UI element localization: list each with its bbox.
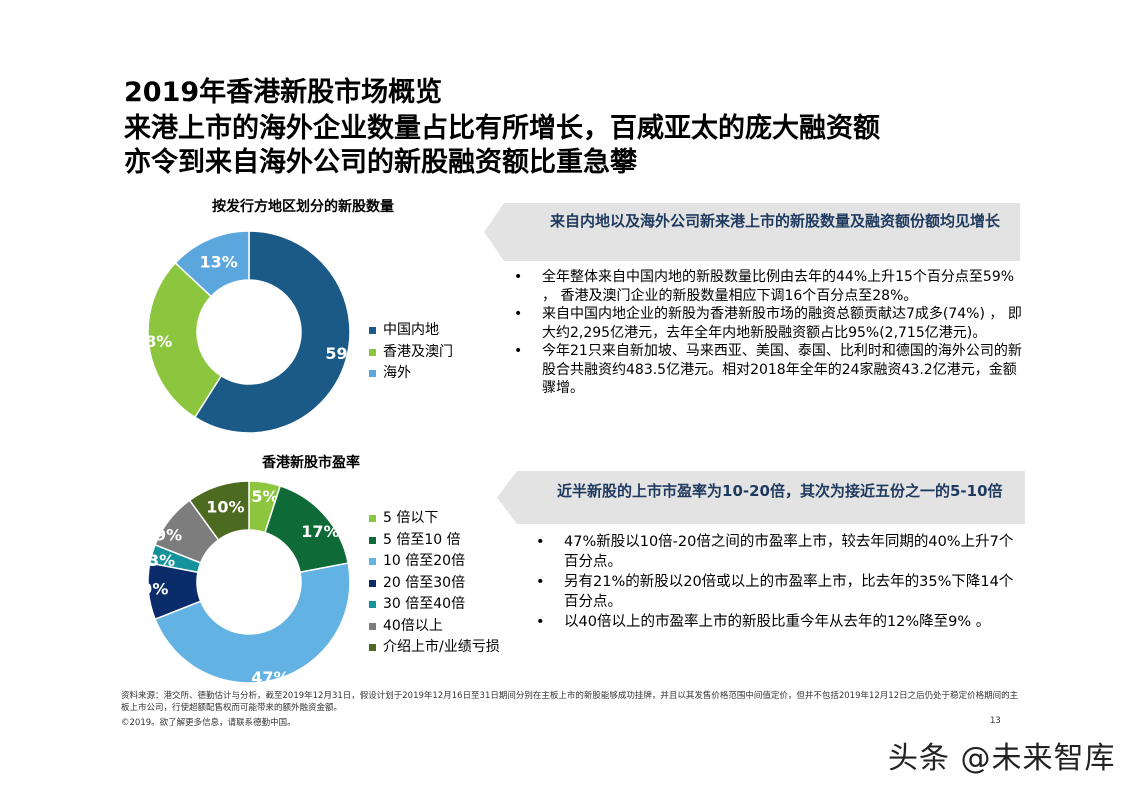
bullet-item: 以40倍以上的市盈率上市的新股比重今年从去年的12%降至9% 。 xyxy=(530,612,1020,632)
legend-swatch xyxy=(369,579,376,587)
legend-item: 5 倍以下 xyxy=(369,508,500,530)
donut-slice xyxy=(188,480,250,541)
legend-item: 5 倍至10 倍 xyxy=(369,530,500,552)
callout-top-banner xyxy=(484,203,1020,261)
pe-chart-legend: 5 倍以下 5 倍至10 倍 10 倍至20倍 20 倍至30倍 30 倍至40倍 40倍… xyxy=(369,508,500,659)
legend-swatch xyxy=(369,622,376,630)
slice-data-label: 47% xyxy=(251,668,289,687)
legend-item: 介绍上市/业绩亏损 xyxy=(369,637,500,659)
legend-label: 海外 xyxy=(383,365,411,382)
legend-item: 10 倍至20倍 xyxy=(369,551,500,573)
legend-label: 介绍上市/业绩亏损 xyxy=(383,639,500,656)
bullet-item: 全年整体来自中国内地的新股数量比例由去年的44%上升15个百分点至59% ， 香… xyxy=(508,268,1028,305)
legend-label: 香港及澳门 xyxy=(383,343,453,360)
legend-label: 20 倍至30倍 xyxy=(383,574,466,591)
legend-label: 5 倍至10 倍 xyxy=(383,531,461,548)
slice-data-label: 13% xyxy=(199,252,237,271)
bullet-item: 今年21只来自新加坡、马来西亚、美国、泰国、比利时和德国的海外公司的新股合共融资… xyxy=(508,342,1028,398)
legend-label: 5 倍以下 xyxy=(383,510,439,527)
legend-label: 40倍以上 xyxy=(383,617,443,634)
footer-copyright: ©2019。欲了解更多信息，请联系德勤中国。 xyxy=(121,718,296,728)
legend-swatch xyxy=(369,536,376,544)
callout-bottom-banner xyxy=(497,471,1025,524)
callout-bottom-heading: 近半新股的上市市盈率为10-20倍，其次为接近五份之一的5-10倍 xyxy=(557,482,1003,500)
slice-data-label: 9% xyxy=(155,526,182,545)
legend-swatch xyxy=(369,601,376,609)
callout-bottom-bullets: 47%新股以10倍-20倍之间的市盈率上市，较去年同期的40%上升7个百分点。 … xyxy=(530,532,1020,632)
legend-label: 中国内地 xyxy=(383,322,439,339)
legend-swatch xyxy=(369,327,376,335)
legend-item: 香港及澳门 xyxy=(369,342,453,364)
page-number: 13 xyxy=(990,716,1001,726)
bullet-item: 47%新股以10倍-20倍之间的市盈率上市，较去年同期的40%上升7个百分点。 xyxy=(530,532,1020,572)
watermark: 头条 @未来智库 xyxy=(888,741,1116,776)
legend-swatch xyxy=(369,515,376,523)
bullet-item: 另有21%的新股以20倍或以上的市盈率上市，比去年的35%下降14个百分点。 xyxy=(530,572,1020,612)
pe-chart-title: 香港新股市盈率 xyxy=(262,455,360,471)
slice-data-label: 10% xyxy=(206,498,244,517)
region-chart-title: 按发行方地区划分的新股数量 xyxy=(212,199,394,215)
legend-swatch xyxy=(369,370,376,378)
legend-item: 30 倍至40倍 xyxy=(369,594,500,616)
region-donut-chart: 59% 28% 13% xyxy=(134,230,364,434)
legend-label: 30 倍至40倍 xyxy=(383,596,466,613)
slice-data-label: 5% xyxy=(251,487,278,506)
page-subtitle: 来港上市的海外企业数量占比有所增长，百威亚太的庞大融资额亦令到来自海外公司的新股… xyxy=(124,113,880,178)
region-chart-legend: 中国内地香港及澳门海外 xyxy=(369,320,453,385)
callout-top-bullets: 全年整体来自中国内地的新股数量比例由去年的44%上升15个百分点至59% ， 香… xyxy=(508,268,1028,398)
slice-data-label: 3% xyxy=(148,551,175,570)
callout-top-heading: 来自内地以及海外公司新来港上市的新股数量及融资额份额均见增长 xyxy=(550,212,1001,230)
slice-data-label: 9% xyxy=(141,580,168,599)
legend-item: 中国内地 xyxy=(369,320,453,342)
slice-data-label: 59% xyxy=(325,344,363,363)
page-title: 2019年香港新股市场概览 xyxy=(124,77,443,108)
legend-item: 20 倍至30倍 xyxy=(369,573,500,595)
donut-slice xyxy=(174,230,250,298)
slice-data-label: 28% xyxy=(134,332,172,351)
pe-donut-chart: 5% 17% 47% 9% 3% 9% 10% xyxy=(141,480,351,687)
legend-swatch xyxy=(369,558,376,566)
legend-item: 40倍以上 xyxy=(369,616,500,638)
donut-slice xyxy=(154,562,351,684)
legend-swatch xyxy=(369,644,376,652)
donut-slice xyxy=(193,230,351,434)
legend-label: 10 倍至20倍 xyxy=(383,553,466,570)
footer-source-note: 资料来源：港交所、德勤估计与分析，截至2019年12月31日，假设计划于2019… xyxy=(121,691,1019,713)
slice-data-label: 17% xyxy=(301,522,339,541)
donut-slice xyxy=(147,261,223,419)
legend-swatch xyxy=(369,348,376,356)
legend-item: 海外 xyxy=(369,363,453,385)
bullet-item: 来自中国内地企业的新股为香港新股市场的融资总额贡献达7成多(74%) ， 即大约… xyxy=(508,305,1028,342)
